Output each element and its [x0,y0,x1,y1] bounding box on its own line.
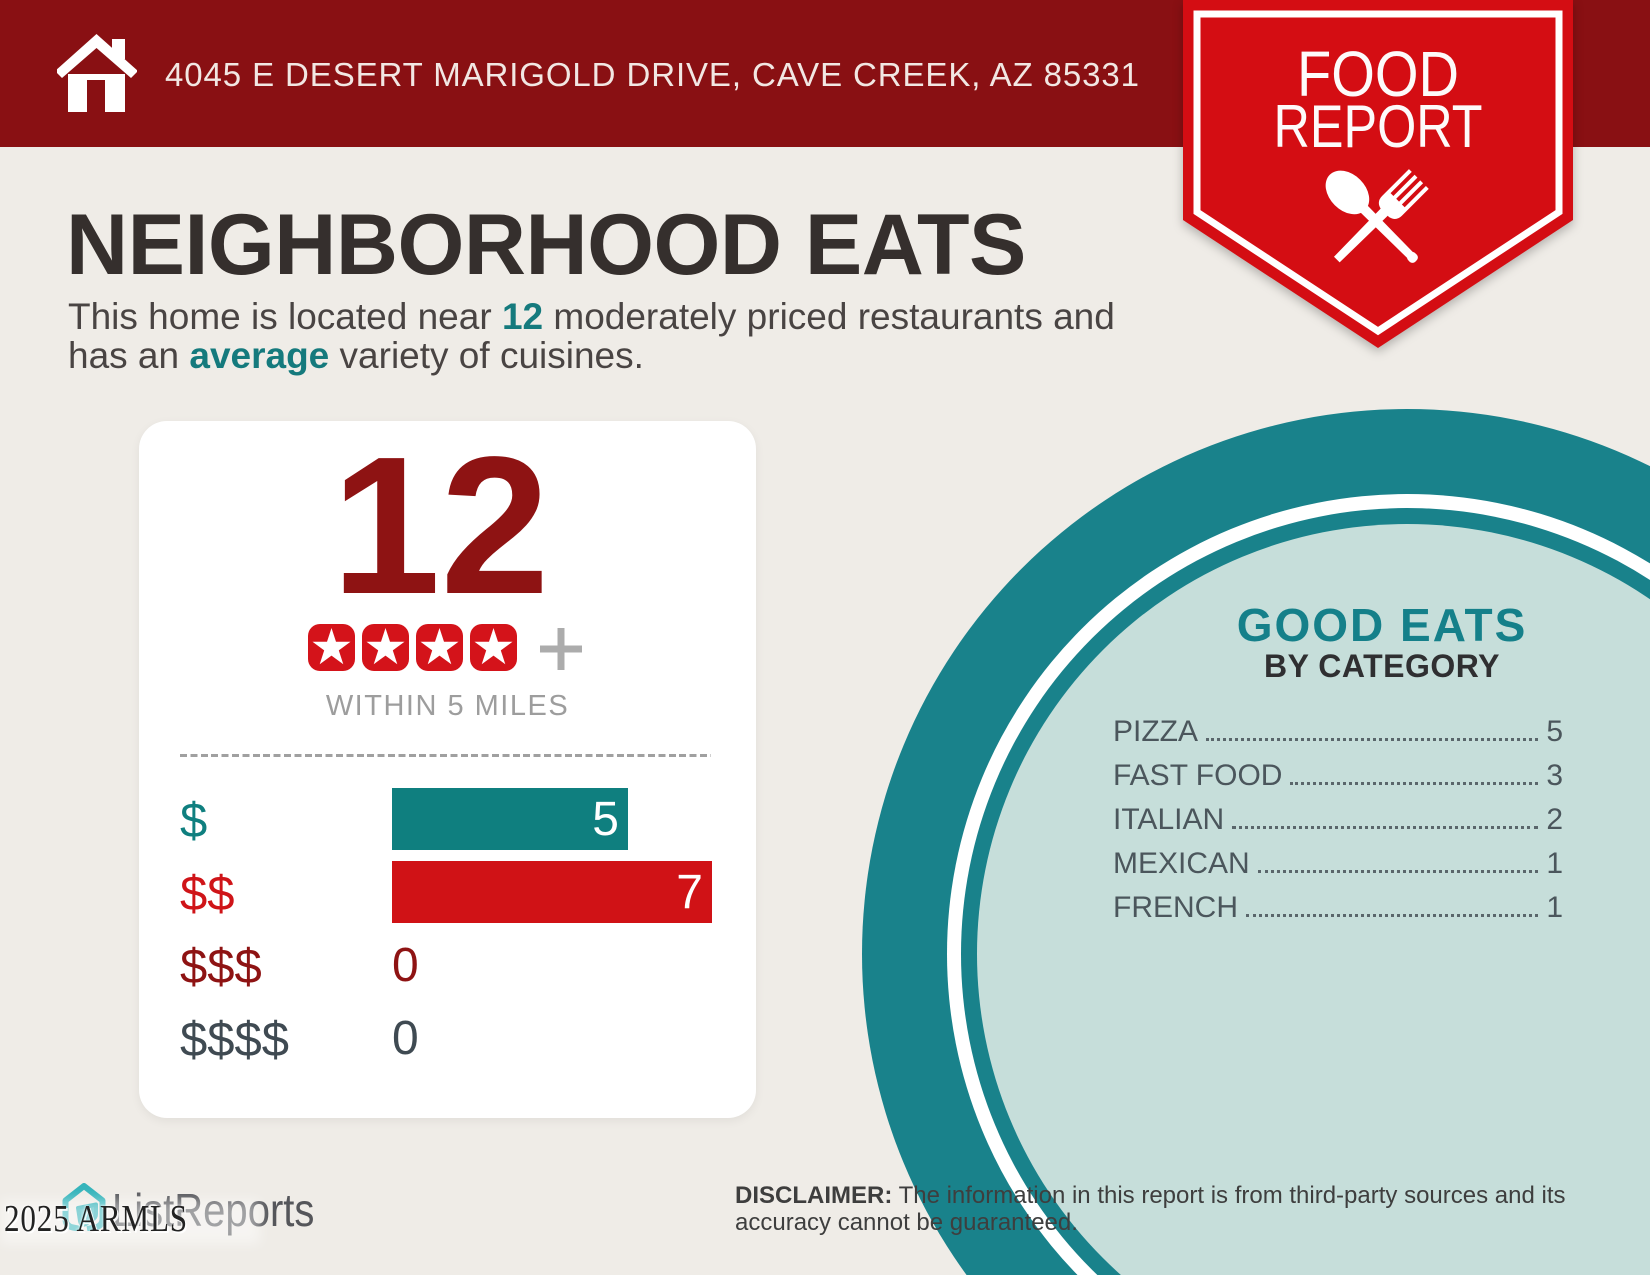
svg-text:REPORT: REPORT [1274,93,1483,160]
svg-text:FOOD: FOOD [1297,38,1459,110]
